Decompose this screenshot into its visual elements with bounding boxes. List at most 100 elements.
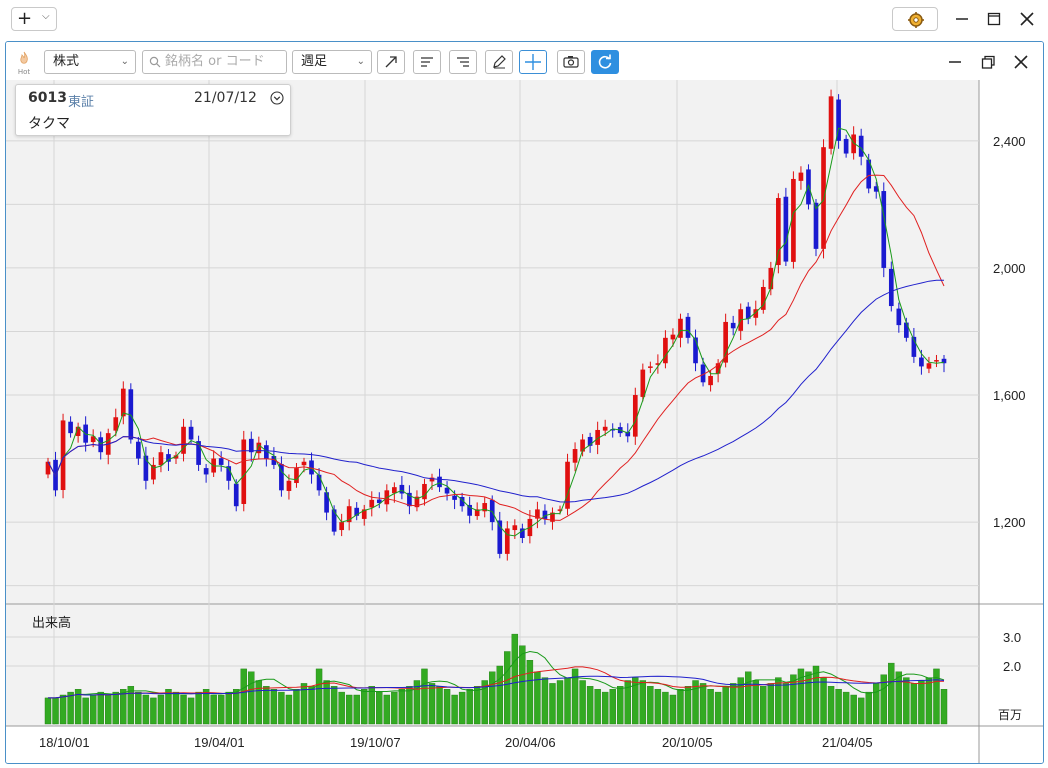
- volume-bar: [240, 668, 247, 725]
- volume-bar: [473, 686, 481, 725]
- price-tick-label: 1,600: [993, 388, 1026, 403]
- stock-name: タクマ: [28, 116, 70, 132]
- volume-bar: [496, 665, 503, 725]
- volume-bar: [519, 645, 526, 725]
- stock-code: 6013: [28, 90, 67, 106]
- stock-chart[interactable]: 1,200 1,600 2,000 2,400 2.0 3.0 18/10/01 19/04/…: [6, 80, 1043, 763]
- candle-down: [700, 364, 706, 383]
- volume-bar: [270, 689, 278, 725]
- period-select[interactable]: 週足 ⌄: [292, 50, 372, 74]
- refresh-button[interactable]: [591, 50, 619, 74]
- candle-up: [113, 417, 119, 431]
- hot-button[interactable]: Hot: [14, 50, 34, 78]
- candle-down: [881, 191, 887, 268]
- volume-bar: [752, 680, 759, 725]
- volume-bar: [97, 691, 104, 725]
- candle-down: [730, 322, 736, 329]
- candle-up: [90, 436, 96, 443]
- candle-up: [75, 426, 81, 436]
- align-left-button[interactable]: [413, 50, 441, 74]
- volume-bar: [504, 651, 511, 725]
- candle-up: [851, 134, 856, 154]
- volume-bar: [767, 683, 775, 725]
- volume-ma-mid-line: [48, 666, 945, 699]
- candle-up: [828, 96, 834, 149]
- search-input[interactable]: 銘柄名 or コード: [142, 50, 287, 74]
- volume-bar: [59, 694, 67, 725]
- candle-down: [520, 528, 525, 538]
- candle-up: [655, 363, 661, 365]
- candle-down: [248, 438, 254, 453]
- candle-up: [798, 172, 804, 181]
- stock-date: 21/07/12: [194, 90, 257, 106]
- gear-icon: [908, 12, 924, 28]
- close-icon[interactable]: [1010, 52, 1032, 72]
- ma-long-line: [47, 279, 945, 503]
- price-tick-label: 2,400: [993, 134, 1026, 149]
- volume-bar: [654, 689, 662, 725]
- candle-down: [128, 389, 134, 440]
- minimize-icon[interactable]: [944, 52, 966, 72]
- candle-up: [474, 509, 480, 517]
- candle-up: [241, 439, 247, 504]
- candle-up: [294, 468, 299, 484]
- volume-bar: [368, 686, 375, 725]
- candle-down: [813, 202, 819, 249]
- volume-bar: [361, 689, 368, 725]
- candle-down: [407, 492, 412, 507]
- volume-bar: [300, 683, 308, 725]
- date-tick-label: 19/04/01: [194, 735, 245, 750]
- volume-bar: [873, 683, 880, 725]
- add-button[interactable]: + ⌵: [11, 7, 57, 31]
- volume-bar: [842, 691, 850, 725]
- chevron-circle-down-icon[interactable]: [270, 91, 284, 105]
- date-tick-label: 20/10/05: [662, 735, 713, 750]
- crosshair-button[interactable]: [519, 50, 547, 74]
- camera-button[interactable]: [557, 50, 585, 74]
- stock-info-box: 6013 東証 21/07/12 タクマ: [15, 84, 291, 136]
- volume-bar: [760, 686, 767, 725]
- minimize-icon[interactable]: [950, 8, 974, 30]
- candle-down: [806, 169, 811, 205]
- volume-bar: [617, 686, 624, 725]
- volume-bar: [105, 694, 112, 725]
- candle-down: [587, 436, 593, 446]
- volume-bar: [511, 633, 519, 725]
- candle-up: [151, 464, 156, 480]
- candle-down: [693, 337, 698, 364]
- candle-down: [888, 268, 894, 307]
- candle-up: [678, 318, 683, 338]
- volume-bar: [89, 694, 97, 725]
- candle-down: [459, 497, 465, 507]
- volume-tick-label: 3.0: [1003, 630, 1021, 645]
- candle-up: [557, 509, 563, 511]
- volume-bar: [67, 691, 74, 725]
- volume-bar: [391, 691, 398, 725]
- candle-up: [760, 286, 766, 310]
- candle-down: [376, 499, 382, 504]
- candle-up: [339, 522, 344, 531]
- volume-bar: [594, 689, 601, 725]
- volume-bar: [315, 668, 323, 725]
- volume-bar: [285, 694, 293, 725]
- volume-bar: [376, 691, 383, 725]
- volume-bar: [293, 689, 300, 725]
- restore-icon[interactable]: [977, 52, 999, 72]
- align-right-button[interactable]: [449, 50, 477, 74]
- volume-bar: [865, 691, 872, 725]
- settings-button[interactable]: [892, 7, 938, 31]
- volume-bar: [639, 680, 647, 725]
- volume-bar: [526, 660, 534, 725]
- date-tick-label: 20/04/06: [505, 735, 556, 750]
- market-select[interactable]: 株式 ⌄: [44, 50, 136, 74]
- close-icon[interactable]: [1015, 8, 1039, 30]
- candle-down: [188, 426, 194, 440]
- maximize-icon[interactable]: [982, 8, 1006, 30]
- candle-down: [452, 495, 457, 500]
- volume-bar: [338, 691, 345, 725]
- trend-line-button[interactable]: [377, 50, 405, 74]
- candle-up: [663, 337, 668, 364]
- refresh-icon: [598, 54, 612, 69]
- volume-bar: [662, 691, 669, 725]
- pencil-button[interactable]: [485, 50, 513, 74]
